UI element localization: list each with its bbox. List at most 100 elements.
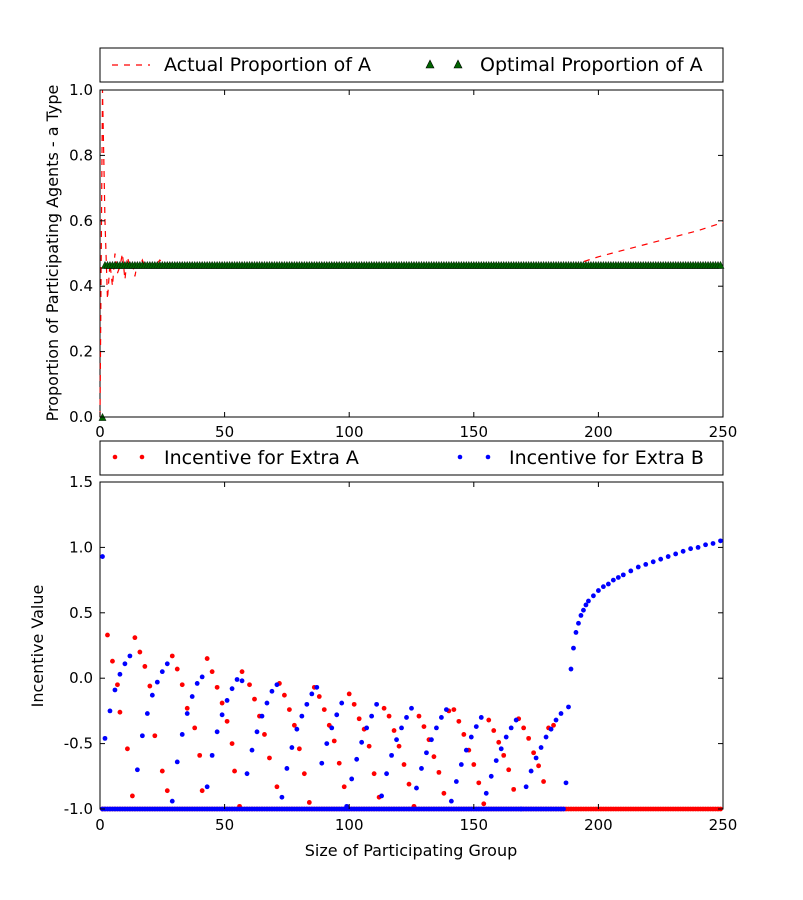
- incentive-b-point: [571, 645, 576, 651]
- bottom-legend-swatch-a: [112, 454, 118, 460]
- incentive-b-point: [219, 712, 225, 718]
- incentive-b-points: [100, 538, 723, 812]
- incentive-b-point: [583, 602, 589, 608]
- incentive-b-point: [214, 729, 220, 735]
- incentive-a-point: [381, 705, 387, 711]
- incentive-a-point: [341, 784, 347, 790]
- incentive-b-point: [274, 682, 280, 688]
- incentive-b-point: [610, 577, 616, 583]
- incentive-a-point: [296, 746, 302, 752]
- incentive-b-point: [284, 766, 290, 771]
- incentive-b-point: [127, 653, 133, 659]
- incentive-b-point: [710, 541, 716, 546]
- incentive-a-point: [115, 682, 120, 688]
- incentive-a-point: [486, 717, 492, 723]
- incentive-a-point: [476, 780, 482, 786]
- incentive-b-point: [239, 678, 245, 684]
- optimal-proportion-marker: [716, 260, 725, 269]
- incentive-a-point: [481, 801, 487, 807]
- incentive-b-point: [144, 711, 150, 716]
- incentive-b-point: [259, 713, 265, 719]
- incentive-a-point: [159, 768, 165, 774]
- top-legend-frame: [99, 47, 724, 83]
- incentive-b-point: [650, 559, 656, 565]
- incentive-b-point: [463, 747, 469, 753]
- incentive-a-point: [232, 768, 237, 774]
- incentive-b-point: [658, 556, 664, 562]
- incentive-b-point: [279, 794, 285, 800]
- incentive-a-point: [147, 683, 153, 689]
- incentive-b-point: [538, 745, 544, 750]
- incentive-a-point: [125, 746, 130, 752]
- incentive-b-point: [117, 671, 123, 677]
- incentive-b-point: [434, 725, 439, 731]
- incentive-b-point: [643, 562, 649, 567]
- incentive-b-point: [578, 613, 584, 618]
- actual-proportion-line: [99, 89, 724, 418]
- incentive-b-point: [605, 581, 611, 587]
- incentive-b-point: [334, 712, 340, 718]
- incentive-a-point: [262, 732, 267, 737]
- incentive-b-point: [174, 759, 180, 765]
- bottom-legend-frame: [99, 440, 724, 476]
- incentive-b-point: [468, 734, 474, 740]
- bottom-y-tick-label: 0.0: [69, 669, 93, 687]
- incentive-a-point: [192, 725, 198, 731]
- incentive-a-point: [346, 691, 352, 697]
- incentive-b-point: [364, 725, 370, 731]
- incentive-b-point: [189, 694, 195, 699]
- top-y-tick-label: 1.0: [69, 81, 93, 99]
- incentive-b-point: [134, 767, 140, 773]
- incentive-a-point: [306, 800, 312, 805]
- incentive-a-point: [229, 741, 235, 746]
- bottom-chart: Incentive for Extra A Incentive for Extr…: [28, 440, 737, 860]
- top-legend-label-actual: Actual Proportion of A: [164, 54, 371, 76]
- incentive-b-point: [229, 686, 235, 692]
- incentive-b-point: [453, 779, 459, 784]
- incentive-b-point: [635, 564, 641, 570]
- incentive-b-point: [309, 691, 315, 697]
- incentive-b-point: [503, 734, 509, 740]
- incentive-a-point: [496, 739, 502, 745]
- incentive-b-point: [493, 758, 499, 764]
- incentive-a-point: [142, 664, 148, 669]
- bottom-x-axis-label: Size of Participating Group: [305, 841, 517, 860]
- incentive-a-point: [129, 793, 135, 799]
- incentive-a-point: [199, 788, 205, 794]
- incentive-b-point: [314, 684, 320, 690]
- top-y-tick-label: 0.6: [69, 212, 93, 230]
- incentive-a-point: [421, 724, 427, 729]
- bottom-y-tick-label: 1.0: [69, 538, 93, 556]
- incentive-b-point: [695, 545, 701, 550]
- bottom-y-tick-label: 0.5: [69, 604, 93, 622]
- top-y-tick-label: 0.4: [69, 277, 93, 295]
- incentive-b-point: [139, 733, 145, 739]
- incentive-b-point: [581, 607, 586, 613]
- top-x-tick-label: 0: [95, 423, 105, 441]
- top-axis-ticks: [99, 89, 724, 418]
- incentive-b-point: [159, 669, 165, 675]
- incentive-a-point: [252, 696, 257, 702]
- incentive-b-point: [566, 704, 571, 710]
- bottom-x-tick-label: 50: [215, 816, 234, 834]
- incentive-a-point: [371, 771, 377, 777]
- incentive-a-point: [506, 767, 512, 773]
- incentive-b-point: [224, 698, 230, 703]
- incentive-a-point: [169, 653, 175, 659]
- incentive-a-point: [366, 743, 372, 749]
- incentive-a-point: [551, 722, 556, 728]
- bottom-x-tick-label: 200: [584, 816, 613, 834]
- incentive-b-point: [718, 538, 723, 544]
- incentive-b-point: [379, 793, 384, 799]
- top-x-tick-label: 100: [335, 423, 364, 441]
- top-plot-area: [99, 89, 724, 418]
- incentive-b-point: [429, 737, 434, 743]
- incentive-b-point: [349, 776, 355, 782]
- incentive-b-point: [553, 717, 559, 723]
- incentive-a-point: [105, 632, 110, 638]
- incentive-b-point: [329, 725, 335, 731]
- incentive-b-point: [369, 713, 375, 719]
- incentive-b-point: [523, 784, 529, 790]
- incentive-b-point: [586, 598, 591, 604]
- incentive-b-point: [294, 726, 300, 732]
